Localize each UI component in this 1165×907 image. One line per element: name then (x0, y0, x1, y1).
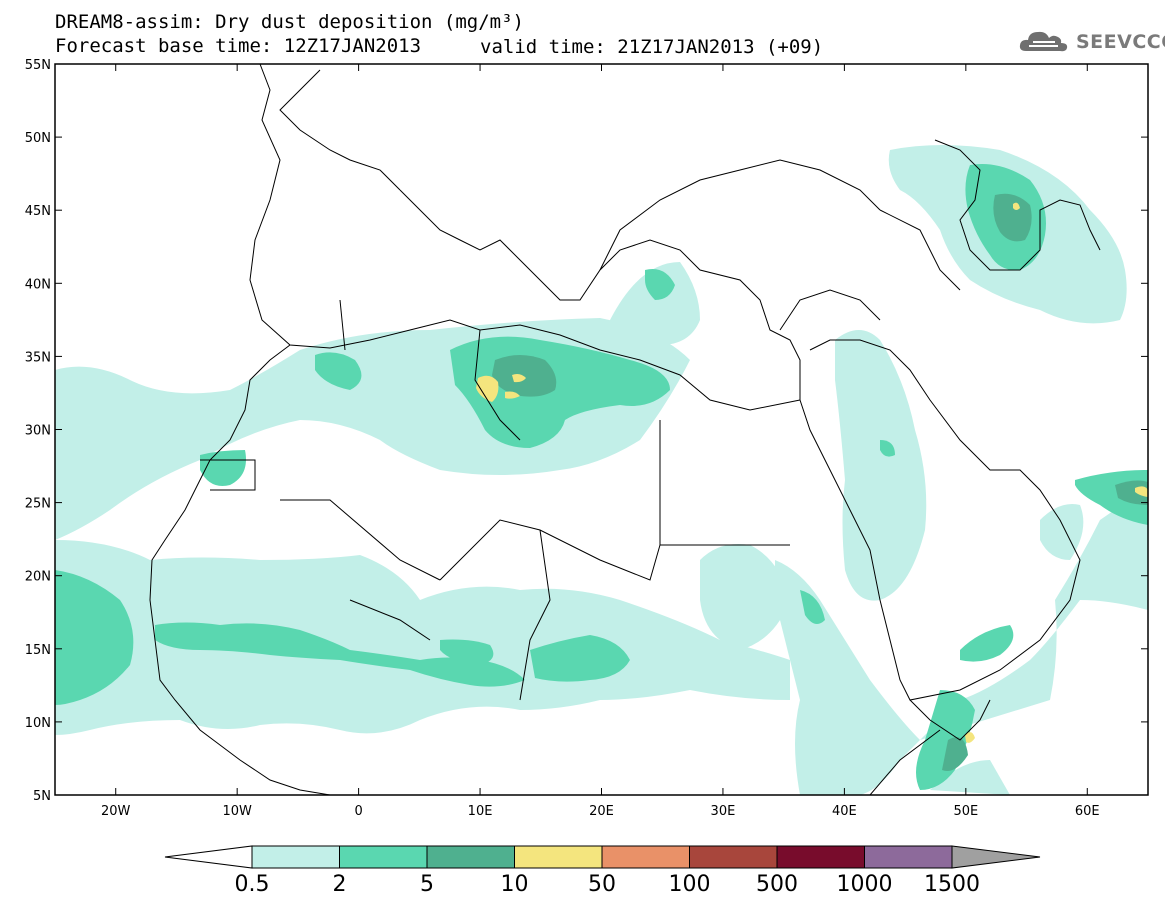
colorbar-swatch (601, 845, 690, 869)
colorbar-swatch (514, 845, 603, 869)
colorbar-swatch (864, 845, 953, 869)
lon-tick-label: 20E (589, 804, 614, 819)
lat-tick-label: 15N (25, 643, 51, 658)
logo-text: SEEVCCC (1076, 31, 1165, 53)
lon-tick-label: 40E (832, 804, 857, 819)
colorbar-label: 5 (420, 872, 434, 897)
contour-10-50 (476, 202, 1148, 743)
colorbar-swatch (426, 845, 515, 869)
map-axes: 55N 50N 45N 40N 35N 30N 25N 20N 15N 10N 5N 20W 10W 0 1… (25, 58, 1148, 819)
cloud-logo-icon (1019, 31, 1068, 52)
lon-tick-label: 0 (354, 804, 362, 819)
colorbar-label: 2 (333, 872, 347, 897)
lat-tick-label: 30N (25, 424, 51, 439)
colorbar-label: 1000 (837, 872, 893, 897)
seevccc-logo: SEEVCCC (1018, 28, 1165, 56)
valid-time: valid time: 21Z17JAN2013 (+09) (480, 36, 824, 58)
colorbar-label: 100 (669, 872, 711, 897)
lon-tick-label: 30E (711, 804, 736, 819)
contour-5-10 (492, 193, 1148, 771)
colorbar-swatch (689, 845, 778, 869)
lat-tick-label: 10N (25, 716, 51, 731)
lon-tick-label: 10W (222, 804, 252, 819)
dust-contours (55, 145, 1148, 795)
colorbar-label: 0.5 (235, 872, 270, 897)
colorbar: 0.5 2 5 10 50 100 500 1000 1500 (164, 845, 1041, 897)
map-title: DREAM8-assim: Dry dust deposition (mg/m³… (55, 11, 524, 33)
colorbar-label: 50 (588, 872, 616, 897)
lat-tick-label: 25N (25, 497, 51, 512)
lat-tick-label: 45N (25, 204, 51, 219)
colorbar-swatch (339, 845, 428, 869)
colorbar-high-arrow (951, 845, 1041, 869)
lon-tick-label: 50E (953, 804, 978, 819)
lon-tick-label: 10E (468, 804, 493, 819)
colorbar-swatch (776, 845, 865, 869)
colorbar-low-arrow (164, 845, 253, 869)
colorbar-label: 1500 (924, 872, 980, 897)
lat-tick-label: 50N (25, 131, 51, 146)
lon-tick-label: 20W (101, 804, 131, 819)
lat-tick-label: 5N (33, 789, 51, 804)
lat-tick-label: 55N (25, 58, 51, 73)
colorbar-label: 10 (501, 872, 529, 897)
lat-tick-label: 40N (25, 277, 51, 292)
colorbar-label: 500 (756, 872, 798, 897)
forecast-base-time: Forecast base time: 12Z17JAN2013 (55, 35, 422, 57)
colorbar-swatch (251, 845, 340, 869)
lat-tick-label: 20N (25, 570, 51, 585)
lon-tick-label: 60E (1075, 804, 1100, 819)
coastlines-and-borders (149, 64, 1101, 795)
lat-tick-label: 35N (25, 350, 51, 365)
